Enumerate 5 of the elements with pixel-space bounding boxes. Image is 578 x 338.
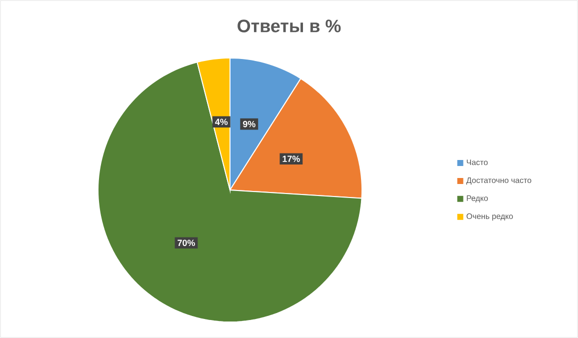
data-label: 9% (242, 120, 256, 128)
data-label: 70% (178, 240, 195, 246)
chart-title: Ответы в % (238, 20, 341, 32)
data-label: 17% (282, 156, 300, 162)
data-label: 4% (215, 118, 228, 126)
